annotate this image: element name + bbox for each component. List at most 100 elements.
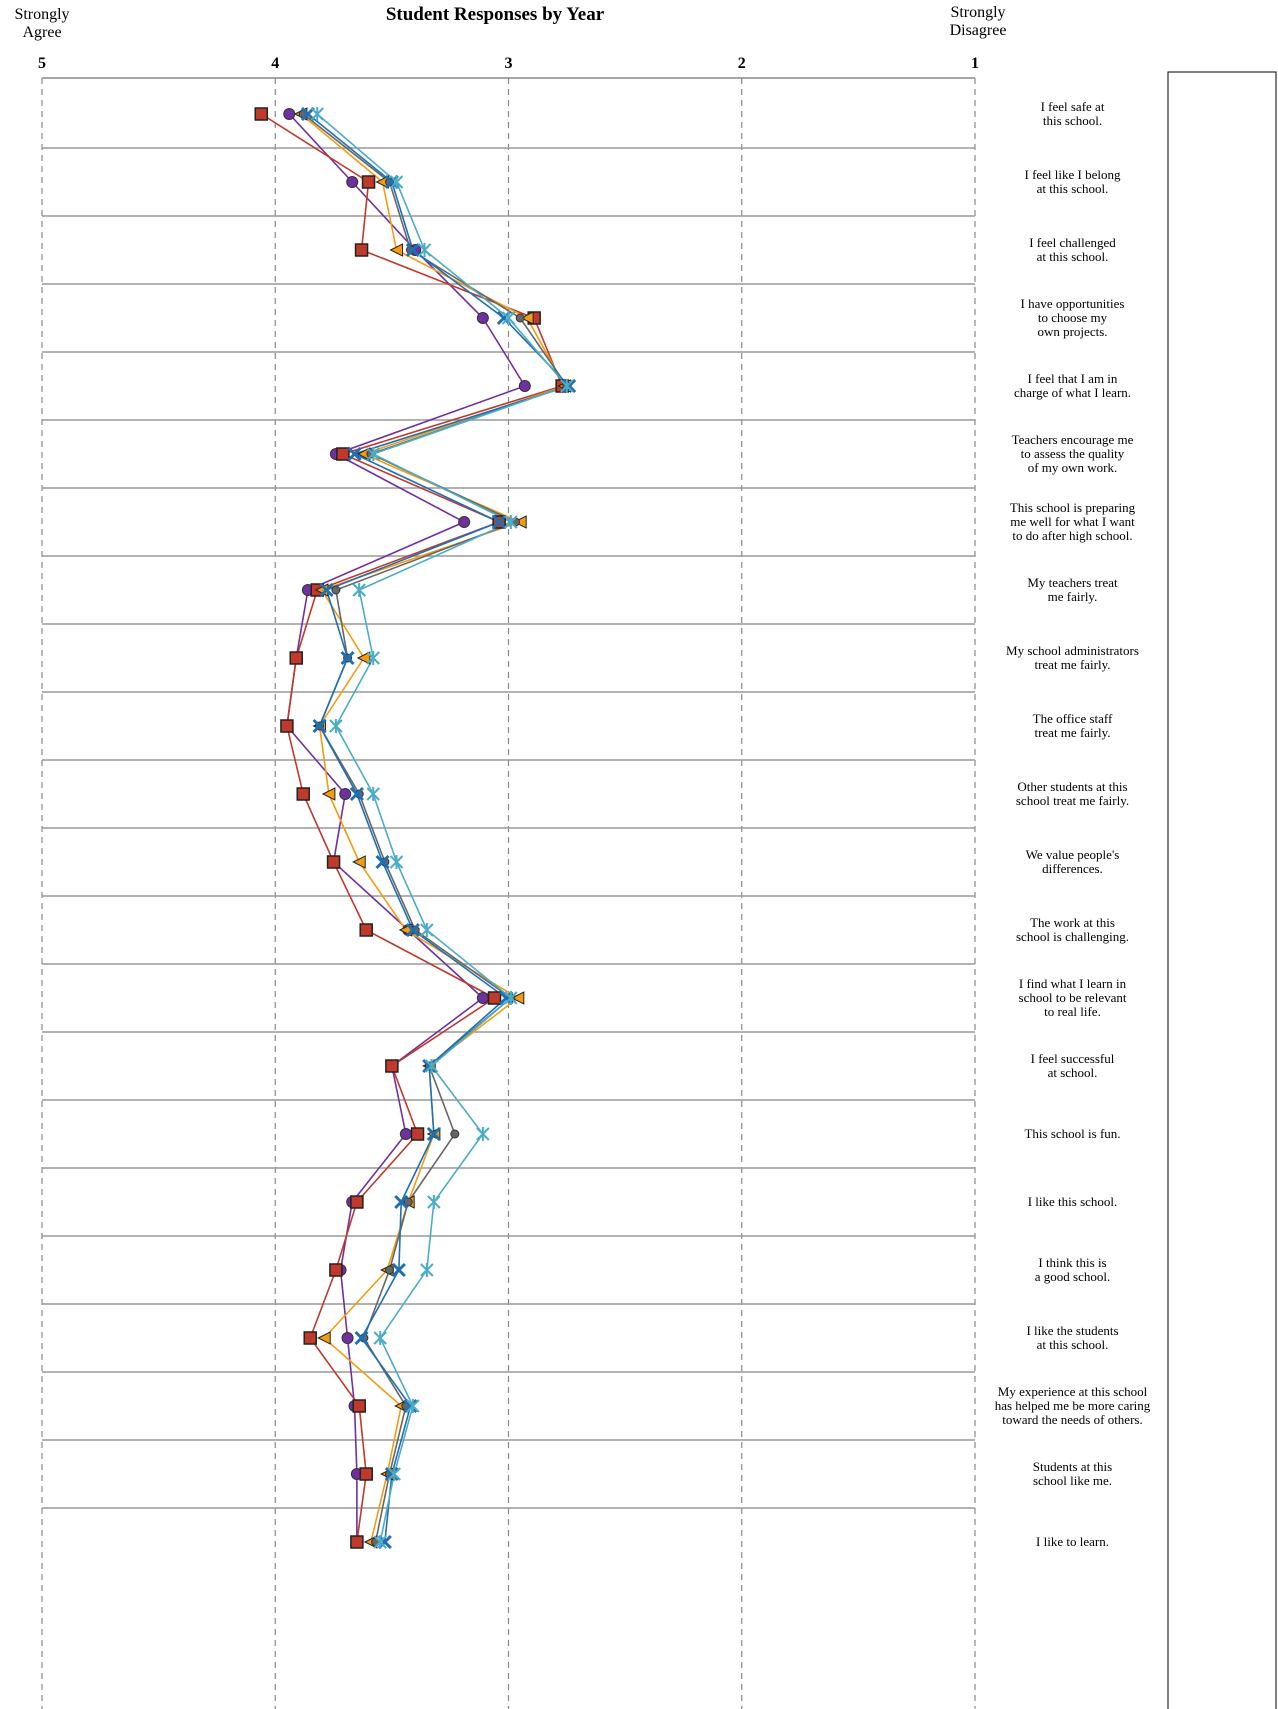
point <box>347 446 362 462</box>
point <box>366 651 380 665</box>
category-label: My school administrators treat me fairly… <box>1006 643 1139 672</box>
point <box>560 379 574 393</box>
point <box>513 515 527 529</box>
point <box>350 1195 364 1209</box>
point <box>417 243 432 257</box>
category-label: We value people's differences. <box>1025 847 1120 876</box>
point <box>424 1059 439 1073</box>
left-label: Strongly Agree <box>14 6 70 41</box>
point <box>339 788 352 800</box>
point <box>403 1197 413 1207</box>
point <box>373 1331 387 1345</box>
point <box>310 107 324 121</box>
category-label: I feel like I belong at this school. <box>1024 167 1121 196</box>
point <box>476 1127 490 1141</box>
point <box>366 787 380 801</box>
category-label: The work at this school is challenging. <box>1015 915 1129 944</box>
point <box>326 855 341 869</box>
point <box>403 1398 418 1414</box>
point <box>350 1535 364 1549</box>
point <box>341 1332 354 1344</box>
series-line <box>300 113 566 1543</box>
point <box>427 1195 441 1209</box>
category-label: This school is preparing me well for wha… <box>1009 500 1136 543</box>
point <box>410 1127 425 1141</box>
point <box>354 243 369 257</box>
point <box>289 651 303 665</box>
point <box>504 991 518 1005</box>
point <box>352 583 366 597</box>
x-tick-label: 3 <box>505 55 513 72</box>
point <box>312 718 327 734</box>
point <box>518 380 531 392</box>
x-tick-label: 5 <box>38 55 46 72</box>
point <box>331 585 341 595</box>
point <box>387 1467 401 1481</box>
point <box>562 378 577 394</box>
point <box>296 787 310 801</box>
point <box>321 787 336 801</box>
point <box>515 313 525 323</box>
point <box>254 107 269 121</box>
series-line <box>302 113 569 1543</box>
series-line <box>286 113 527 1542</box>
point <box>359 1467 373 1481</box>
category-label: My experience at this school has helped … <box>994 1384 1151 1427</box>
point <box>352 855 366 869</box>
point <box>450 1129 460 1139</box>
category-label: I feel successful at school. <box>1030 1051 1115 1080</box>
category-label: Teachers encourage me to assess the qual… <box>1011 432 1134 475</box>
category-label: My teachers treat me fairly. <box>1027 575 1118 604</box>
point <box>399 1128 412 1140</box>
point <box>359 923 373 937</box>
point <box>426 1126 441 1142</box>
point <box>406 1399 420 1413</box>
point <box>422 1058 437 1074</box>
point <box>356 651 371 665</box>
point <box>389 855 404 869</box>
point <box>476 992 489 1004</box>
point <box>476 312 489 324</box>
point <box>303 1331 317 1345</box>
point <box>366 447 380 461</box>
category-label: I like this school. <box>1027 1194 1118 1209</box>
series-line <box>316 113 569 1543</box>
point <box>283 108 296 120</box>
point <box>405 922 420 938</box>
point <box>510 991 525 1005</box>
point <box>280 719 294 733</box>
point <box>319 582 334 598</box>
category-label: I think this is a good school. <box>1034 1255 1111 1284</box>
point <box>349 786 364 802</box>
point <box>385 1059 399 1073</box>
point <box>520 311 534 325</box>
point <box>384 1466 399 1482</box>
series-line <box>307 113 571 1543</box>
category-label: Students at this school like me. <box>1032 1459 1113 1488</box>
point <box>329 1263 343 1277</box>
point <box>492 514 507 530</box>
point <box>354 1330 369 1346</box>
x-tick-label: 1 <box>971 55 979 72</box>
point <box>373 1535 387 1549</box>
category-label: I like to learn. <box>1036 1534 1109 1549</box>
point <box>375 854 390 870</box>
point <box>385 1265 395 1275</box>
series-line <box>260 113 564 1543</box>
point <box>420 923 434 937</box>
point <box>420 1263 434 1277</box>
point <box>346 176 359 188</box>
point <box>458 516 471 528</box>
point <box>394 1194 409 1210</box>
category-label: I have opportunities to choose my own pr… <box>1020 296 1125 339</box>
chart-title: Student Responses by Year <box>385 4 605 25</box>
right-label: Strongly Disagree <box>949 4 1007 39</box>
point <box>336 447 350 461</box>
legend-box <box>1167 71 1277 1709</box>
category-label: This school is fun. <box>1024 1126 1121 1141</box>
point <box>405 242 420 258</box>
category-label: The office staff treat me fairly. <box>1032 711 1113 740</box>
category-label: I feel safe at this school. <box>1040 99 1105 128</box>
point <box>501 311 516 325</box>
